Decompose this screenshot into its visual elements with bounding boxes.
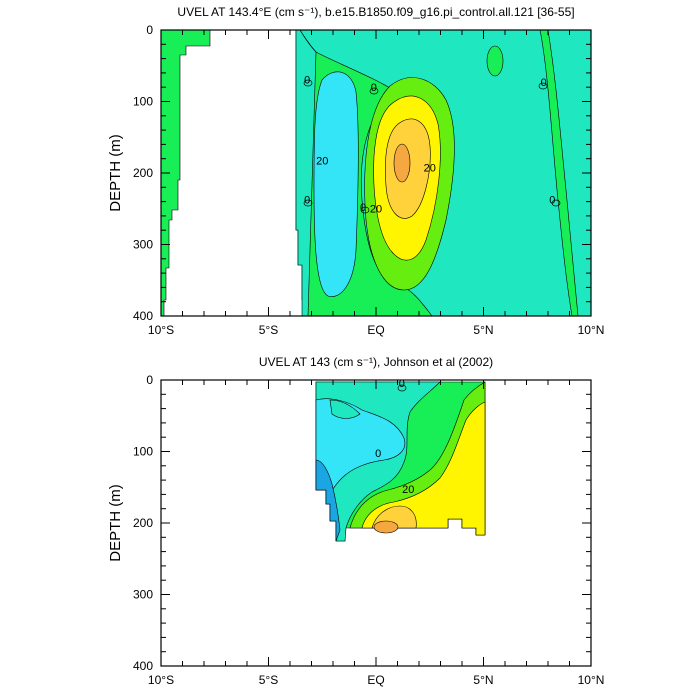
y-tick-label: 200: [133, 516, 153, 530]
panel-top-ylabel: DEPTH (m): [107, 134, 124, 212]
panel-top-contour-labels: 20 20 20 0 0 0 0 0 0: [304, 75, 555, 216]
x-tick-label: 5°N: [473, 323, 493, 337]
contour-label: 0: [549, 195, 555, 207]
contour-label: 20: [370, 203, 382, 215]
panel-top-title: UVEL AT 143.4°E (cm s⁻¹), b.e15.B1850.f0…: [177, 5, 574, 19]
y-tick-label: 400: [133, 659, 153, 673]
contour-label: 0: [360, 202, 366, 214]
panel-top: UVEL AT 143.4°E (cm s⁻¹), b.e15.B1850.f0…: [107, 5, 604, 337]
y-tick-label: 300: [133, 238, 153, 252]
y-tick-label: 300: [133, 588, 153, 602]
panel-bottom-ylabel: DEPTH (m): [107, 484, 124, 562]
x-tick-label: EQ: [367, 323, 384, 337]
panel-bottom: UVEL AT 143 (cm s⁻¹), Johnson et al (200…: [107, 355, 604, 687]
x-tick-label: 5°S: [259, 673, 278, 687]
contour-label: 0: [541, 77, 547, 89]
y-tick-label: 100: [133, 445, 153, 459]
contour-label: 0: [375, 448, 381, 460]
x-tick-label: 10°N: [578, 673, 605, 687]
contour-label: 20: [402, 484, 414, 496]
contour-label: 0: [371, 82, 377, 94]
contour-label: 20: [316, 155, 328, 167]
y-tick-label: 100: [133, 95, 153, 109]
x-tick-label: 10°S: [148, 673, 174, 687]
contour-label: 20: [424, 163, 436, 175]
panel-top-contours: [161, 30, 591, 316]
y-tick-label: 400: [133, 309, 153, 323]
panel-bottom-contour-labels: 0 20 0: [375, 378, 414, 496]
contour-label: 0: [399, 378, 405, 390]
x-tick-label: 5°N: [473, 673, 493, 687]
y-tick-label: 200: [133, 166, 153, 180]
contour-label: 0: [304, 75, 310, 87]
contour-label: 0: [304, 195, 310, 207]
y-tick-label: 0: [146, 23, 153, 37]
x-tick-label: EQ: [367, 673, 384, 687]
x-tick-label: 10°S: [148, 323, 174, 337]
panel-bottom-title: UVEL AT 143 (cm s⁻¹), Johnson et al (200…: [259, 355, 493, 369]
x-tick-label: 5°S: [259, 323, 278, 337]
panel-bottom-contours: [315, 381, 486, 542]
x-tick-label: 10°N: [578, 323, 605, 337]
y-tick-label: 0: [146, 373, 153, 387]
